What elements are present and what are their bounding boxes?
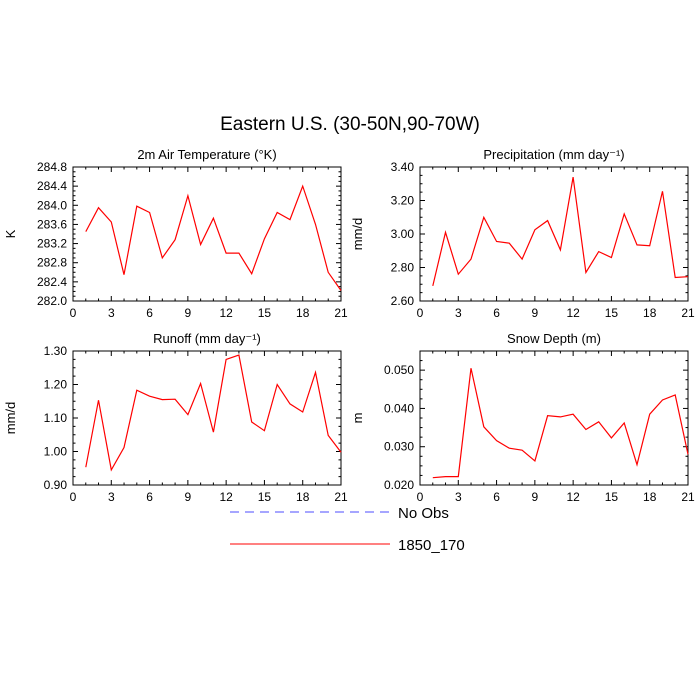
x-tick-label: 21 bbox=[681, 490, 695, 504]
figure-title: Eastern U.S. (30-50N,90-70W) bbox=[220, 114, 480, 135]
y-tick-label: 284.0 bbox=[37, 198, 67, 212]
x-tick-label: 18 bbox=[296, 306, 310, 320]
y-tick-label: 282.0 bbox=[37, 294, 67, 308]
y-tick-label: 0.050 bbox=[384, 363, 414, 377]
x-tick-label: 0 bbox=[417, 306, 424, 320]
y-tick-label: 1.30 bbox=[44, 344, 68, 358]
x-tick-label: 6 bbox=[146, 306, 153, 320]
legend: No Obs 1850_170 bbox=[230, 505, 465, 554]
x-tick-label: 15 bbox=[605, 306, 619, 320]
y-tick-label: 1.00 bbox=[44, 445, 68, 459]
x-tick-label: 3 bbox=[455, 306, 462, 320]
y-axis-label: m bbox=[350, 413, 365, 424]
y-axis-label: mm/d bbox=[350, 218, 365, 251]
x-tick-label: 21 bbox=[334, 306, 348, 320]
series-line-1850-170 bbox=[85, 354, 342, 472]
x-tick-label: 6 bbox=[493, 306, 500, 320]
x-tick-label: 18 bbox=[643, 490, 657, 504]
panel-3: Snow Depth (m) m 0 3 6 9 12 15 18 21 0.020 0.030 0.0… bbox=[350, 331, 695, 504]
x-tick-label: 9 bbox=[185, 490, 192, 504]
y-tick-label: 0.040 bbox=[384, 401, 414, 415]
series-line-1850-170 bbox=[432, 368, 689, 479]
y-tick-label: 1.10 bbox=[44, 411, 68, 425]
x-tick-label: 0 bbox=[70, 306, 77, 320]
x-tick-label: 3 bbox=[455, 490, 462, 504]
panel-0: 2m Air Temperature (°K) K 0 3 6 9 12 15 18 21 282.… bbox=[3, 147, 348, 320]
series-line-1850-170 bbox=[432, 176, 689, 287]
y-tick-label: 282.8 bbox=[37, 256, 67, 270]
y-tick-label: 3.40 bbox=[391, 160, 415, 174]
x-tick-label: 6 bbox=[146, 490, 153, 504]
panel-title: 2m Air Temperature (°K) bbox=[137, 147, 276, 162]
x-tick-label: 18 bbox=[296, 490, 310, 504]
x-tick-label: 15 bbox=[258, 306, 272, 320]
y-tick-label: 283.6 bbox=[37, 217, 67, 231]
x-tick-label: 3 bbox=[108, 490, 115, 504]
x-tick-label: 21 bbox=[334, 490, 348, 504]
x-tick-label: 12 bbox=[566, 306, 580, 320]
legend-label-no-obs: No Obs bbox=[398, 505, 449, 522]
x-tick-label: 12 bbox=[566, 490, 580, 504]
x-tick-label: 21 bbox=[681, 306, 695, 320]
y-axis-label: K bbox=[3, 229, 18, 238]
x-tick-label: 12 bbox=[219, 306, 233, 320]
chart-panels: 2m Air Temperature (°K) K 0 3 6 9 12 15 18 21 282.… bbox=[3, 147, 695, 504]
y-tick-label: 282.4 bbox=[37, 275, 67, 289]
panel-title: Runoff (mm day⁻¹) bbox=[153, 331, 261, 346]
y-tick-label: 3.00 bbox=[391, 227, 415, 241]
y-tick-label: 2.80 bbox=[391, 261, 415, 275]
y-tick-label: 283.2 bbox=[37, 237, 67, 251]
plot-frame bbox=[72, 350, 342, 486]
y-axis-label: mm/d bbox=[3, 402, 18, 435]
x-tick-label: 9 bbox=[532, 490, 539, 504]
panel-title: Precipitation (mm day⁻¹) bbox=[483, 147, 624, 162]
y-tick-label: 3.20 bbox=[391, 194, 415, 208]
y-tick-label: 284.8 bbox=[37, 160, 67, 174]
y-tick-label: 1.20 bbox=[44, 378, 68, 392]
series-line-1850-170 bbox=[85, 184, 342, 291]
y-tick-label: 0.90 bbox=[44, 478, 68, 492]
x-tick-label: 18 bbox=[643, 306, 657, 320]
x-tick-label: 12 bbox=[219, 490, 233, 504]
legend-label-1850-170: 1850_170 bbox=[398, 537, 465, 554]
x-tick-label: 0 bbox=[417, 490, 424, 504]
x-tick-label: 9 bbox=[185, 306, 192, 320]
y-tick-label: 0.030 bbox=[384, 440, 414, 454]
x-tick-label: 0 bbox=[70, 490, 77, 504]
x-tick-label: 3 bbox=[108, 306, 115, 320]
x-tick-label: 15 bbox=[258, 490, 272, 504]
panel-1: Precipitation (mm day⁻¹) mm/d 0 3 6 9 12 15 18 21… bbox=[350, 147, 695, 320]
panel-2: Runoff (mm day⁻¹) mm/d 0 3 6 9 12 15 18 21 0.90 1.0… bbox=[3, 331, 348, 504]
y-tick-label: 2.60 bbox=[391, 294, 415, 308]
y-tick-label: 0.020 bbox=[384, 478, 414, 492]
x-tick-label: 15 bbox=[605, 490, 619, 504]
y-tick-label: 284.4 bbox=[37, 179, 67, 193]
x-tick-label: 6 bbox=[493, 490, 500, 504]
panel-title: Snow Depth (m) bbox=[507, 331, 601, 346]
plot-frame bbox=[72, 166, 342, 302]
x-tick-label: 9 bbox=[532, 306, 539, 320]
